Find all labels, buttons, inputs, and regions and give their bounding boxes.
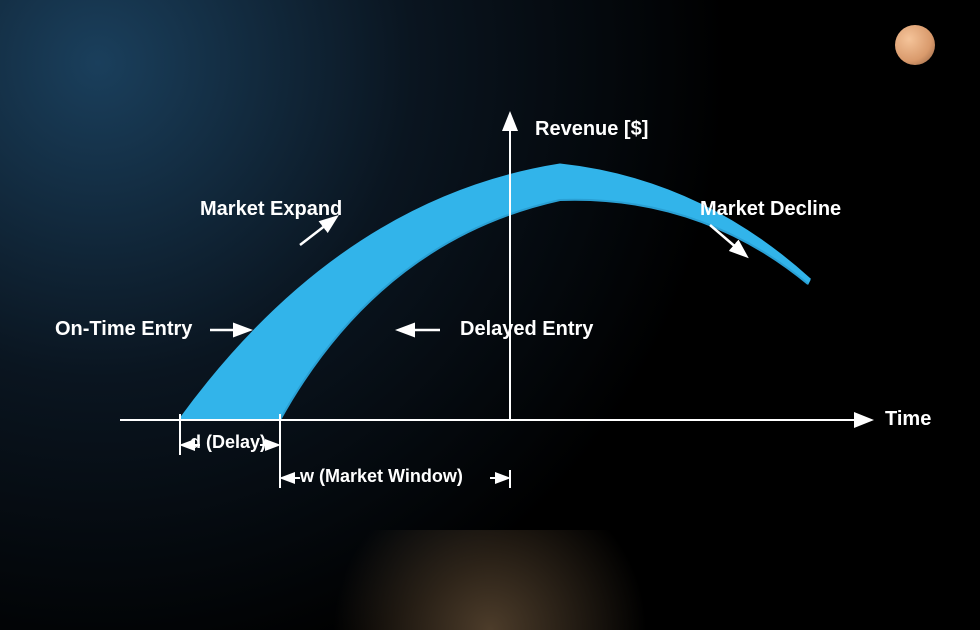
- y-axis-label: Revenue [$]: [535, 118, 648, 141]
- market-diagram: [0, 0, 980, 630]
- ontime-entry-label: On-Time Entry: [55, 318, 192, 341]
- delayed-entry-label: Delayed Entry: [460, 318, 593, 341]
- x-axis-label: Time: [885, 408, 931, 431]
- w-window-label: w (Market Window): [300, 466, 463, 487]
- market-decline-label: Market Decline: [700, 198, 841, 221]
- market-expand-arrow: [300, 218, 335, 245]
- d-delay-label: d (Delay): [190, 432, 266, 453]
- market-expand-label: Market Expand: [200, 198, 342, 221]
